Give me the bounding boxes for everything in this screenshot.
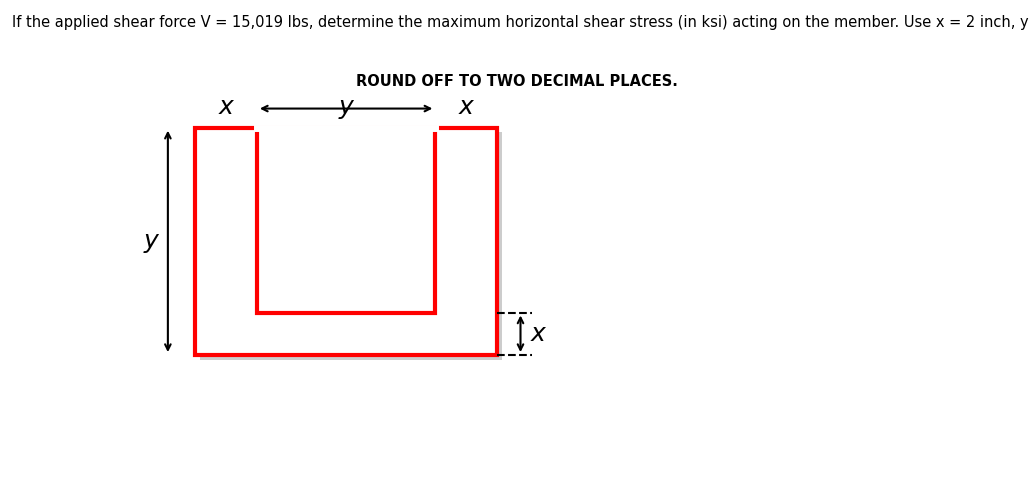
Bar — [257, 128, 435, 313]
Bar — [261, 132, 440, 317]
Text: y: y — [339, 95, 353, 119]
Bar — [199, 132, 502, 360]
Bar — [195, 128, 497, 355]
Text: x: x — [530, 322, 545, 346]
Text: If the applied shear force V = 15,019 lbs, determine the maximum horizontal shea: If the applied shear force V = 15,019 lb… — [12, 15, 1033, 30]
Text: x: x — [459, 95, 473, 119]
Text: ROUND OFF TO TWO DECIMAL PLACES.: ROUND OFF TO TWO DECIMAL PLACES. — [355, 74, 678, 89]
Text: x: x — [219, 95, 233, 119]
Text: y: y — [144, 229, 158, 253]
